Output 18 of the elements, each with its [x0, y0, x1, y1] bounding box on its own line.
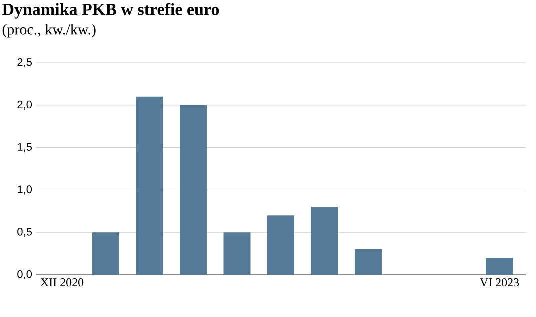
bar	[268, 216, 294, 275]
bar	[180, 105, 208, 275]
y-tick-label: 0,0	[18, 270, 32, 280]
y-tick-label: 1,5	[18, 143, 32, 152]
chart-title: Dynamika PKB w strefie euro	[2, 3, 220, 19]
y-tick-label: 2,5	[18, 58, 32, 68]
x-tick-label: XII 2020	[40, 278, 84, 287]
y-tick-label: 2,0	[18, 100, 32, 110]
bar	[224, 232, 251, 275]
y-tick-label: 0,5	[18, 228, 32, 238]
bar	[136, 96, 164, 275]
bar	[311, 207, 338, 275]
bar	[92, 232, 120, 275]
bar	[355, 250, 382, 275]
y-tick-label: 1,0	[18, 186, 32, 195]
bar	[486, 258, 514, 275]
chart-subtitle: (proc., kw./kw.)	[2, 24, 96, 38]
x-tick-label: VI 2023	[480, 278, 520, 287]
